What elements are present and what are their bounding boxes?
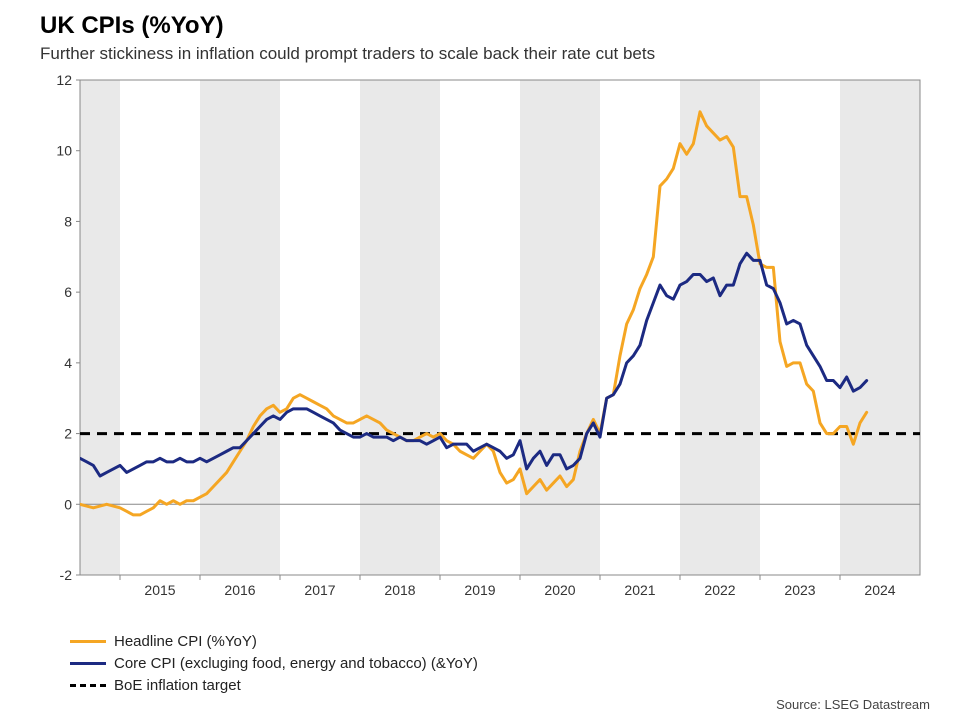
- svg-text:2019: 2019: [464, 582, 495, 598]
- svg-text:2024: 2024: [864, 582, 895, 598]
- legend: Headline CPI (%YoY) Core CPI (excluging f…: [70, 630, 478, 696]
- chart-subtitle: Further stickiness in inflation could pr…: [40, 44, 655, 64]
- legend-label: Headline CPI (%YoY): [114, 633, 257, 650]
- legend-item: BoE inflation target: [70, 674, 478, 696]
- svg-text:8: 8: [64, 213, 72, 229]
- svg-text:2: 2: [64, 426, 72, 442]
- chart-title: UK CPIs (%YoY): [40, 12, 224, 40]
- svg-text:0: 0: [64, 496, 72, 512]
- svg-text:2016: 2016: [224, 582, 255, 598]
- legend-swatch: [70, 684, 106, 687]
- svg-text:-2: -2: [60, 567, 73, 583]
- svg-text:12: 12: [56, 75, 72, 88]
- legend-swatch: [70, 640, 106, 643]
- svg-text:2018: 2018: [384, 582, 415, 598]
- svg-text:2022: 2022: [704, 582, 735, 598]
- svg-text:10: 10: [56, 143, 72, 159]
- chart-container: UK CPIs (%YoY) Further stickiness in inf…: [0, 0, 960, 720]
- svg-text:2015: 2015: [144, 582, 175, 598]
- line-chart: -2 0 2 4 6 8 10 12 2015 2016 2017 2018 2019 2020 2021 2…: [50, 75, 930, 605]
- svg-text:6: 6: [64, 284, 72, 300]
- legend-label: Core CPI (excluging food, energy and tob…: [114, 655, 478, 672]
- svg-text:2017: 2017: [304, 582, 335, 598]
- legend-item: Core CPI (excluging food, energy and tob…: [70, 652, 478, 674]
- svg-text:2023: 2023: [784, 582, 815, 598]
- svg-text:4: 4: [64, 355, 72, 371]
- svg-text:2021: 2021: [624, 582, 655, 598]
- legend-swatch: [70, 662, 106, 665]
- source-label: Source: LSEG Datastream: [776, 697, 930, 712]
- svg-text:2020: 2020: [544, 582, 575, 598]
- legend-label: BoE inflation target: [114, 677, 241, 694]
- legend-item: Headline CPI (%YoY): [70, 630, 478, 652]
